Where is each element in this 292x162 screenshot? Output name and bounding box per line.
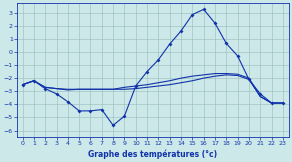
X-axis label: Graphe des températures (°c): Graphe des températures (°c) (88, 149, 217, 159)
